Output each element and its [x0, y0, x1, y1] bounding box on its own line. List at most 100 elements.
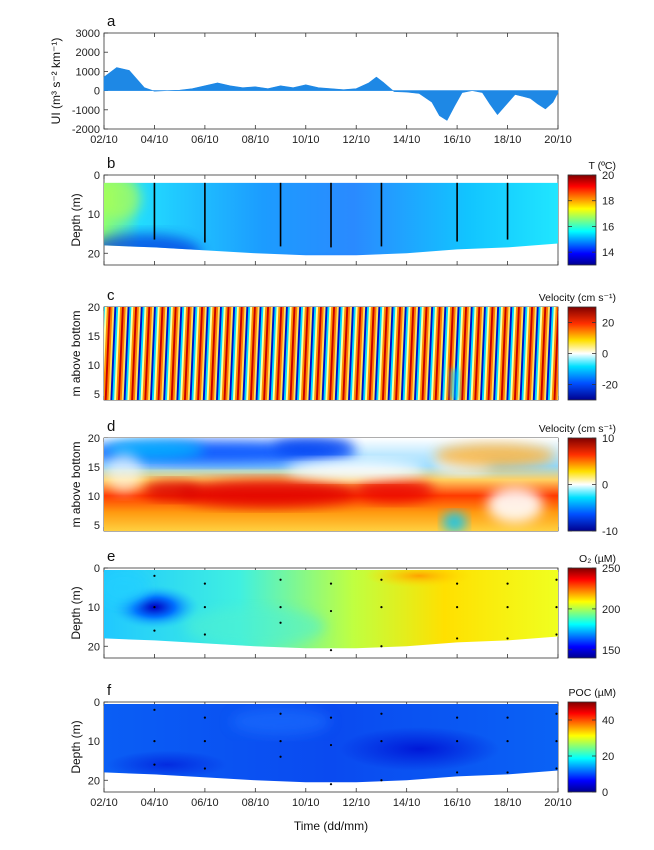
velocity-band: [159, 307, 166, 400]
velocity-band: [519, 307, 527, 400]
x-tick-label: 10/10: [292, 797, 320, 809]
colorbar-bar-f: [567, 701, 597, 793]
velocity-band: [397, 307, 404, 400]
y-axis-label-e: Depth (m): [69, 586, 83, 639]
velocity-band: [551, 307, 558, 400]
velocity-band: [265, 307, 272, 400]
colorbar-title-c: Velocity (cm s⁻¹): [539, 292, 616, 304]
velocity-band: [534, 307, 542, 400]
x-tick-label: 06/10: [191, 134, 219, 146]
velocity-band: [272, 307, 280, 400]
colorbar-tick-label: 10: [602, 433, 614, 445]
velocity-band: [276, 307, 283, 400]
velocity-band: [523, 307, 530, 400]
y-tick-label: 2000: [76, 47, 100, 59]
velocity-band: [176, 307, 183, 400]
velocity-band: [412, 307, 419, 400]
y-tick-label: 5: [94, 520, 100, 532]
sample-point: [506, 740, 509, 743]
colorbar-bar-e: [567, 567, 597, 659]
field-f: [104, 703, 558, 783]
sample-point: [203, 767, 206, 770]
panel-letter-f: f: [107, 682, 112, 699]
colorbar-bar-d: [567, 437, 597, 532]
colorbar-b: 20 18 16 14 T (ºC): [567, 160, 616, 266]
y-tick-label: 20: [88, 248, 100, 260]
velocity-band: [217, 307, 225, 400]
colorbar-c: 20 0 -20 Velocity (cm s⁻¹): [539, 292, 618, 401]
sample-point: [153, 740, 156, 743]
warm-surface: [104, 182, 142, 221]
velocity-band: [442, 307, 449, 400]
colorbar-tick-label: 16: [602, 221, 614, 233]
sample-point: [555, 633, 558, 636]
velocity-band: [395, 307, 402, 400]
y-tick-label: 0: [94, 86, 100, 98]
velocity-band: [282, 307, 289, 400]
velocity-band: [378, 307, 385, 400]
velocity-band: [270, 307, 278, 400]
sample-point: [506, 771, 509, 774]
velocity-band: [423, 307, 430, 400]
temperature-field: [104, 182, 558, 256]
velocity-band: [310, 307, 317, 400]
colorbar-f: 40 20 0 POC (µM): [567, 687, 616, 799]
velocity-band: [321, 307, 329, 400]
velocity-band: [500, 307, 508, 400]
velocity-band: [530, 307, 538, 400]
velocity-band: [142, 307, 149, 400]
colorbar-tick-label: 0: [602, 480, 608, 492]
velocity-band: [200, 307, 208, 400]
velocity-band: [381, 307, 389, 400]
colorbar-title-e: O₂ (µM): [579, 553, 616, 565]
x-tick-label: 08/10: [242, 134, 270, 146]
colorbar-bar-c: [567, 306, 597, 401]
y-tick-label: 10: [88, 736, 100, 748]
velocity-band: [274, 307, 281, 400]
sample-point: [456, 771, 459, 774]
velocity-band: [406, 307, 413, 400]
velocity-band: [317, 307, 325, 400]
velocity-weak-zone: [449, 369, 460, 400]
colorbar-tick-label: 20: [602, 751, 614, 763]
velocity-band: [125, 307, 132, 400]
velocity-band: [446, 307, 453, 400]
velocity-band: [248, 307, 255, 400]
velocity-band: [108, 307, 115, 400]
velocity-band: [199, 307, 206, 400]
sample-point: [203, 716, 206, 719]
colorbar-tick-label: 20: [602, 318, 614, 330]
colorbar-d: 10 0 -10 Velocity (cm s⁻¹): [539, 423, 618, 538]
velocity-band: [466, 307, 474, 400]
velocity-band: [280, 307, 287, 400]
velocity-band: [459, 307, 466, 400]
low-poc-left: [107, 750, 228, 779]
x-tick-label: 14/10: [393, 797, 421, 809]
velocity-band: [472, 307, 479, 400]
sample-point: [203, 740, 206, 743]
velocity-band: [495, 307, 502, 400]
velocity-band: [336, 307, 344, 400]
sample-point: [555, 740, 558, 743]
velocity-band: [285, 307, 293, 400]
velocity-band: [517, 307, 525, 400]
panel-d: d 20 15 10 5 m above bottom: [69, 418, 559, 532]
y-tick-label: 3000: [76, 28, 100, 40]
velocity-band: [559, 307, 565, 400]
velocity-band: [470, 307, 478, 400]
velocity-band: [480, 307, 487, 400]
velocity-band: [344, 307, 351, 400]
x-tick-label: 18/10: [494, 797, 522, 809]
sample-point: [456, 606, 459, 609]
x-tick-label: 04/10: [141, 134, 169, 146]
velocity-band: [123, 307, 131, 400]
velocity-band: [547, 307, 555, 400]
y-tick-label: 20: [88, 641, 100, 653]
sample-point: [380, 606, 383, 609]
velocity-band: [116, 307, 123, 400]
y-tick-label: 10: [88, 602, 100, 614]
velocity-band: [521, 307, 528, 400]
velocity-band: [444, 307, 451, 400]
sample-point: [279, 740, 282, 743]
velocity-band: [400, 307, 408, 400]
